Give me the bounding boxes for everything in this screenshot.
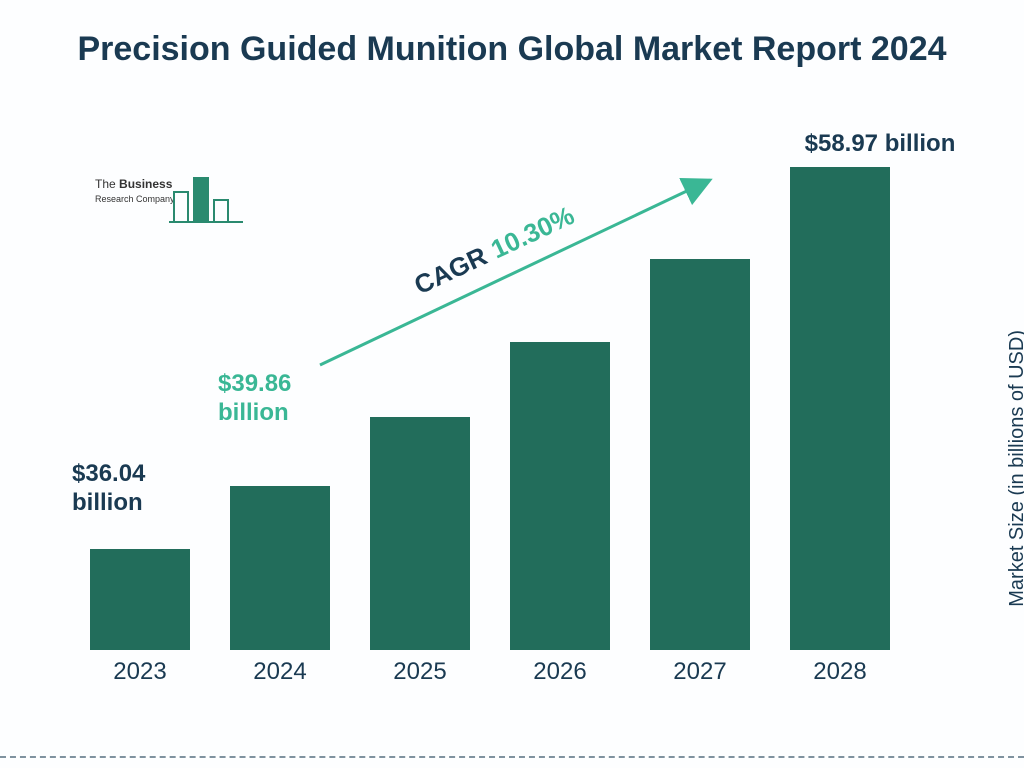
x-label-2026: 2026 bbox=[490, 658, 630, 686]
x-label-2027: 2027 bbox=[630, 658, 770, 686]
bar-2024 bbox=[230, 486, 330, 650]
x-label-2025: 2025 bbox=[350, 658, 490, 686]
x-label-2028: 2028 bbox=[770, 658, 910, 686]
bottom-divider bbox=[0, 756, 1024, 758]
chart-title: Precision Guided Munition Global Market … bbox=[0, 28, 1024, 71]
bar-2026 bbox=[510, 342, 610, 650]
bar-2023 bbox=[90, 549, 190, 650]
x-label-2023: 2023 bbox=[70, 658, 210, 686]
bar-label-2028: $58.97 billion bbox=[770, 130, 990, 159]
x-label-2024: 2024 bbox=[210, 658, 350, 686]
cagr-arrow-icon bbox=[310, 165, 730, 385]
bar-label-2023: $36.04billion bbox=[72, 460, 232, 518]
y-axis-label: Market Size (in billions of USD) bbox=[1006, 330, 1024, 607]
bar-2028 bbox=[790, 167, 890, 650]
bar-2025 bbox=[370, 417, 470, 650]
